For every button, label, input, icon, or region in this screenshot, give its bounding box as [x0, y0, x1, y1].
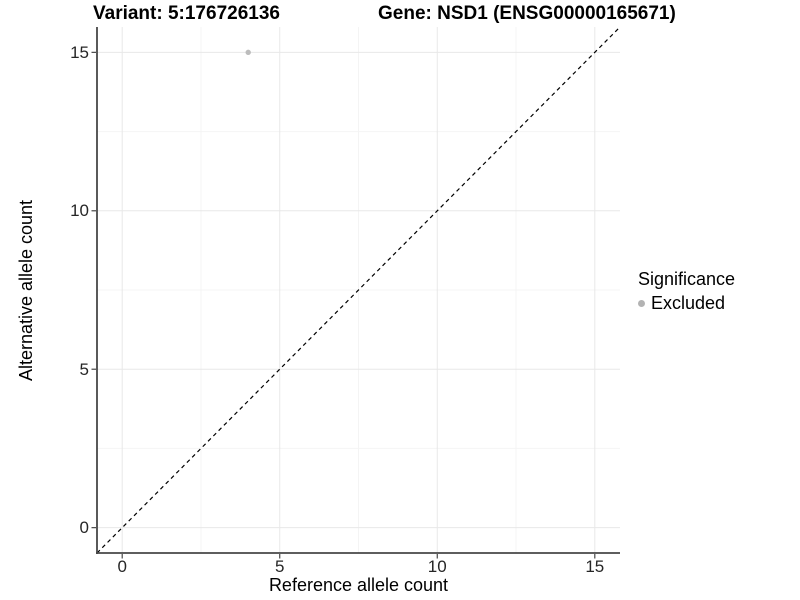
legend-point-swatch — [638, 300, 645, 307]
x-tick-label: 0 — [117, 557, 127, 576]
y-axis-title-container: Alternative allele count — [4, 27, 50, 553]
x-tick-label: 15 — [585, 557, 605, 576]
legend-entry-excluded: Excluded — [638, 293, 735, 314]
plot-title-gene: Gene: NSD1 (ENSG00000165671) — [378, 3, 676, 24]
plot-title-variant: Variant: 5:176726136 — [93, 3, 280, 24]
y-tick-label: 15 — [70, 42, 89, 62]
x-tick-label: 10 — [427, 557, 447, 576]
y-tick-label: 10 — [70, 201, 89, 221]
identity-dashed-line — [96, 26, 621, 554]
x-tick-label: 5 — [275, 557, 285, 576]
x-axis-title: Reference allele count — [268, 575, 449, 595]
legend-entry-label: Excluded — [651, 293, 726, 313]
legend: Significance Excluded — [638, 269, 735, 314]
y-tick-label: 0 — [79, 518, 89, 538]
y-axis-title: Alternative allele count — [16, 199, 37, 381]
legend-title: Significance — [638, 269, 736, 289]
data-point-excluded — [245, 49, 251, 56]
y-tick-label: 5 — [79, 359, 89, 379]
